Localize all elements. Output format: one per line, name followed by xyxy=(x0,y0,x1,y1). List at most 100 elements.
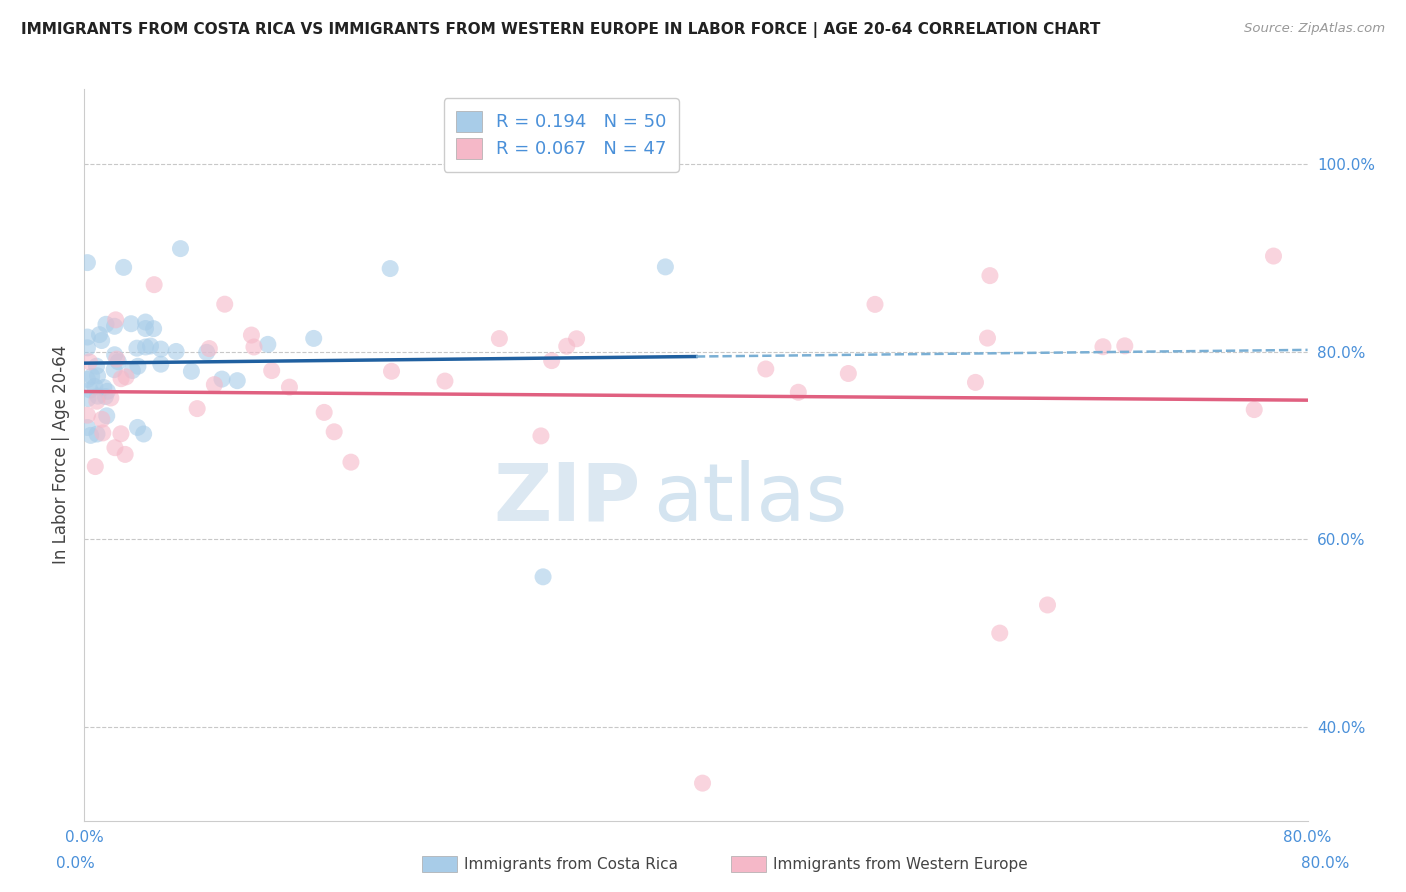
Point xyxy=(76,255,98,269)
Point xyxy=(104,441,127,455)
Point xyxy=(169,242,191,256)
Point xyxy=(80,369,103,384)
Point xyxy=(76,420,98,434)
Point xyxy=(186,401,208,416)
Point xyxy=(76,372,98,386)
Point xyxy=(143,277,166,292)
Point xyxy=(112,260,135,275)
Point xyxy=(211,372,233,386)
Point xyxy=(79,428,101,442)
Point xyxy=(127,420,149,434)
Point xyxy=(104,313,127,327)
Point xyxy=(86,359,108,373)
Point xyxy=(89,327,111,342)
Bar xyxy=(731,856,766,872)
Point xyxy=(103,319,125,334)
Text: 0.0%: 0.0% xyxy=(56,856,96,871)
Point xyxy=(83,379,105,393)
Bar xyxy=(422,856,457,872)
Point xyxy=(198,342,221,356)
Point xyxy=(165,344,187,359)
Point xyxy=(654,260,676,274)
Point xyxy=(530,429,553,443)
Point xyxy=(226,374,249,388)
Point xyxy=(380,364,402,378)
Point xyxy=(96,409,118,423)
Point xyxy=(149,342,172,356)
Point xyxy=(1263,249,1285,263)
Point xyxy=(240,328,263,343)
Point xyxy=(837,367,859,381)
Point xyxy=(91,425,114,440)
Point xyxy=(132,427,155,442)
Text: atlas: atlas xyxy=(654,459,848,538)
Point xyxy=(976,331,998,345)
Point xyxy=(135,321,157,335)
Point xyxy=(114,447,136,461)
Point xyxy=(979,268,1001,283)
Point xyxy=(433,374,456,388)
Point xyxy=(87,389,110,403)
Point xyxy=(76,392,98,406)
Point xyxy=(180,364,202,378)
Y-axis label: In Labor Force | Age 20-64: In Labor Force | Age 20-64 xyxy=(52,345,70,565)
Point xyxy=(278,380,301,394)
Point xyxy=(380,261,402,276)
Point xyxy=(90,334,112,348)
Point xyxy=(555,339,578,353)
Point xyxy=(125,341,148,355)
Point xyxy=(260,363,283,377)
Point xyxy=(135,340,157,354)
Point xyxy=(1243,402,1265,417)
Point xyxy=(565,332,588,346)
Point xyxy=(965,376,987,390)
Text: Source: ZipAtlas.com: Source: ZipAtlas.com xyxy=(1244,22,1385,36)
Point xyxy=(76,408,98,422)
Point xyxy=(323,425,346,439)
Point xyxy=(76,341,98,355)
Point xyxy=(139,339,162,353)
Point xyxy=(135,315,157,329)
Point xyxy=(100,391,122,405)
Point xyxy=(110,372,132,386)
Point xyxy=(314,405,336,419)
Point xyxy=(94,318,117,332)
Point xyxy=(340,455,363,469)
Point xyxy=(257,337,280,351)
Point xyxy=(1114,339,1136,353)
Point xyxy=(76,330,98,344)
Point xyxy=(988,626,1011,640)
Point xyxy=(90,412,112,426)
Point xyxy=(127,359,149,374)
Point xyxy=(115,370,138,384)
Text: Immigrants from Western Europe: Immigrants from Western Europe xyxy=(773,857,1028,871)
Legend: R = 0.194   N = 50, R = 0.067   N = 47: R = 0.194 N = 50, R = 0.067 N = 47 xyxy=(444,98,679,171)
Point xyxy=(531,570,554,584)
Point xyxy=(93,380,115,394)
Point xyxy=(79,383,101,397)
Point xyxy=(86,427,108,442)
Point xyxy=(84,459,107,474)
Point xyxy=(243,340,266,354)
Point xyxy=(488,332,510,346)
Point xyxy=(787,385,810,400)
Point xyxy=(1036,598,1059,612)
Point xyxy=(103,362,125,376)
Point xyxy=(120,317,142,331)
Point xyxy=(121,363,143,377)
Point xyxy=(202,377,225,392)
Point xyxy=(94,390,117,404)
Point xyxy=(195,345,218,359)
Text: 80.0%: 80.0% xyxy=(1302,856,1350,871)
Text: Immigrants from Costa Rica: Immigrants from Costa Rica xyxy=(464,857,678,871)
Point xyxy=(110,426,132,441)
Point xyxy=(1091,340,1114,354)
Point xyxy=(104,348,127,362)
Point xyxy=(86,394,108,409)
Point xyxy=(540,353,562,368)
Point xyxy=(692,776,714,790)
Point xyxy=(863,297,886,311)
Point xyxy=(755,362,778,376)
Text: ZIP: ZIP xyxy=(494,459,641,538)
Point xyxy=(302,331,325,345)
